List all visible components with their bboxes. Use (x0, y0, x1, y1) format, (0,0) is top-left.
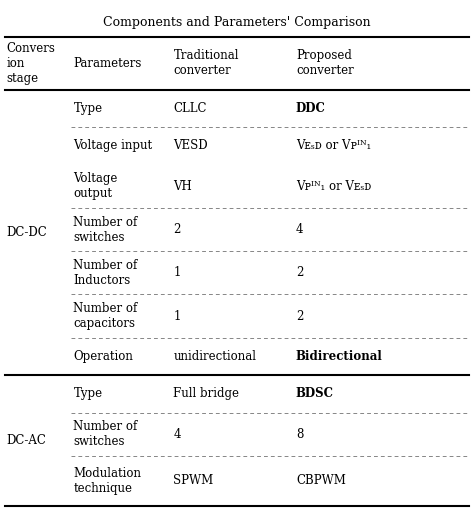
Text: Vᴘᴵᴺ₁ or Vᴇₛᴅ: Vᴘᴵᴺ₁ or Vᴇₛᴅ (296, 180, 371, 193)
Text: 1: 1 (173, 310, 181, 322)
Text: Bidirectional: Bidirectional (296, 350, 383, 363)
Text: 2: 2 (173, 223, 181, 236)
Text: Type: Type (73, 102, 102, 115)
Text: Proposed
converter: Proposed converter (296, 50, 354, 77)
Text: VH: VH (173, 180, 192, 193)
Text: Number of
switches: Number of switches (73, 421, 138, 448)
Text: Vᴇₛᴅ or Vᴘᴵᴺ₁: Vᴇₛᴅ or Vᴘᴵᴺ₁ (296, 140, 371, 152)
Text: Operation: Operation (73, 350, 133, 363)
Text: 4: 4 (173, 428, 181, 441)
Text: DDC: DDC (296, 102, 326, 115)
Text: Number of
switches: Number of switches (73, 216, 138, 244)
Text: 4: 4 (296, 223, 303, 236)
Text: 1: 1 (173, 266, 181, 280)
Text: VESD: VESD (173, 140, 208, 152)
Text: Convers
ion
stage: Convers ion stage (7, 42, 55, 85)
Text: Traditional
converter: Traditional converter (173, 50, 239, 77)
Text: BDSC: BDSC (296, 387, 334, 401)
Text: CLLC: CLLC (173, 102, 207, 115)
Text: Number of
Inductors: Number of Inductors (73, 259, 138, 287)
Text: Modulation
technique: Modulation technique (73, 467, 141, 495)
Text: Number of
capacitors: Number of capacitors (73, 302, 138, 330)
Text: Voltage
output: Voltage output (73, 172, 118, 200)
Text: SPWM: SPWM (173, 474, 214, 487)
Text: Type: Type (73, 387, 102, 401)
Text: 2: 2 (296, 266, 303, 280)
Text: Voltage input: Voltage input (73, 140, 153, 152)
Text: DC-DC: DC-DC (7, 226, 47, 239)
Text: Full bridge: Full bridge (173, 387, 239, 401)
Text: CBPWM: CBPWM (296, 474, 346, 487)
Text: unidirectional: unidirectional (173, 350, 256, 363)
Text: 2: 2 (296, 310, 303, 322)
Text: Parameters: Parameters (73, 57, 142, 70)
Text: 8: 8 (296, 428, 303, 441)
Text: DC-AC: DC-AC (7, 434, 46, 447)
Text: Components and Parameters' Comparison: Components and Parameters' Comparison (103, 16, 371, 29)
